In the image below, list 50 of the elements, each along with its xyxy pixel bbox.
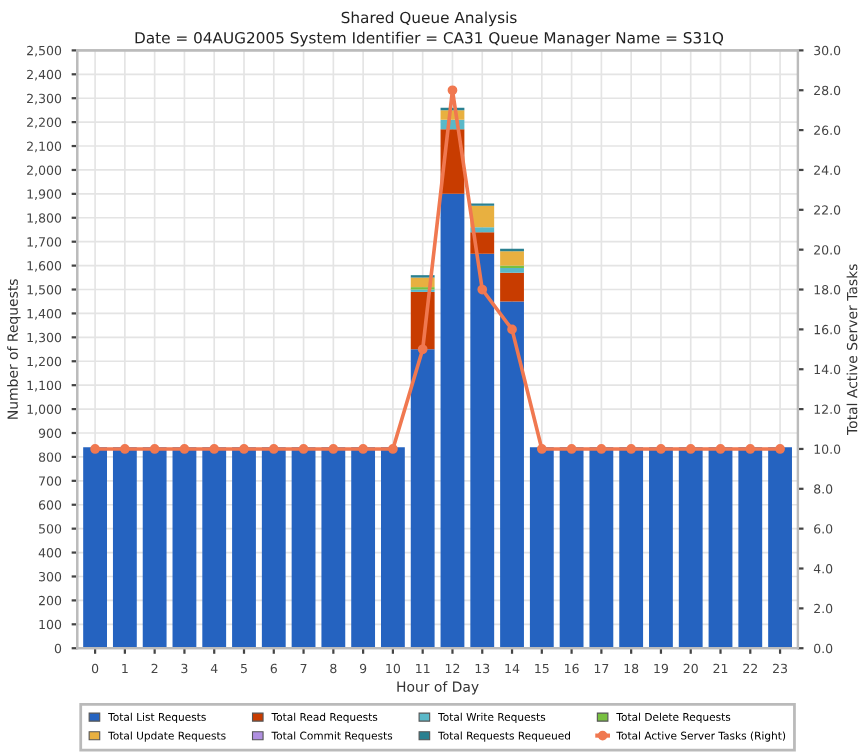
point bbox=[507, 324, 517, 335]
bar bbox=[112, 447, 137, 649]
point bbox=[536, 444, 547, 454]
point bbox=[596, 444, 607, 454]
bar bbox=[589, 447, 614, 649]
bar bbox=[83, 447, 107, 649]
point bbox=[745, 444, 756, 454]
bar bbox=[649, 447, 673, 649]
bar bbox=[261, 447, 286, 649]
point bbox=[775, 444, 785, 454]
point bbox=[268, 444, 279, 454]
point bbox=[685, 444, 696, 454]
bar bbox=[440, 193, 465, 649]
bar bbox=[738, 447, 763, 649]
point bbox=[120, 444, 130, 454]
point bbox=[477, 284, 488, 295]
point bbox=[417, 344, 428, 355]
point bbox=[328, 444, 339, 454]
bar bbox=[321, 447, 346, 649]
point bbox=[90, 444, 100, 454]
point bbox=[209, 444, 220, 454]
point bbox=[447, 85, 458, 96]
bar bbox=[202, 447, 227, 649]
bar bbox=[500, 251, 524, 266]
point bbox=[626, 444, 637, 454]
point bbox=[715, 444, 726, 454]
bar bbox=[232, 447, 256, 649]
point bbox=[656, 444, 666, 454]
bar bbox=[172, 447, 197, 649]
bar bbox=[500, 301, 524, 649]
bar bbox=[619, 447, 644, 649]
bar bbox=[142, 447, 167, 649]
bar bbox=[291, 447, 316, 649]
point bbox=[179, 444, 190, 454]
bar bbox=[351, 447, 376, 649]
bar bbox=[529, 447, 554, 649]
point bbox=[298, 444, 309, 454]
bar bbox=[708, 447, 733, 649]
bar bbox=[768, 447, 792, 649]
bar bbox=[380, 447, 405, 649]
point bbox=[358, 444, 368, 454]
bar bbox=[410, 349, 435, 649]
point bbox=[149, 444, 160, 454]
bar bbox=[470, 253, 495, 649]
point bbox=[239, 444, 249, 454]
point bbox=[388, 444, 398, 454]
bar bbox=[500, 272, 524, 302]
bar bbox=[678, 447, 703, 649]
bar bbox=[559, 447, 584, 649]
point bbox=[566, 444, 577, 454]
